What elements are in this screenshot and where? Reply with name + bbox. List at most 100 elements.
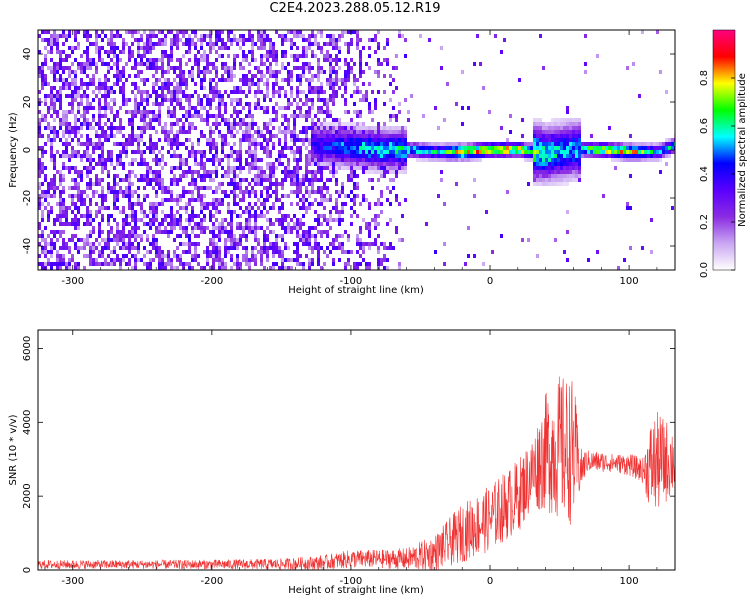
spectrogram-cell (302, 182, 305, 186)
spectrogram-cell (155, 98, 158, 102)
spectrogram-cell (350, 146, 353, 150)
spectrogram-cell (131, 66, 134, 70)
spectrogram-cell (356, 46, 359, 50)
spectrogram-cell (140, 98, 143, 102)
spectrogram-cell (545, 122, 548, 126)
spectrogram-cell (65, 126, 68, 130)
spectrogram-cell (224, 218, 227, 222)
spectrogram-cell (101, 254, 104, 258)
spectrogram-cell (149, 242, 152, 246)
spectrogram-cell (137, 202, 140, 206)
spectrogram-cell (38, 134, 41, 138)
spectrogram-cell (278, 250, 281, 254)
spectrogram-cell (251, 258, 254, 262)
spectrogram-cell (569, 174, 572, 178)
spectrogram-cell (197, 62, 200, 66)
spectrogram-cell (656, 154, 659, 158)
spectrogram-cell (374, 166, 377, 170)
spectrogram-cell (170, 98, 173, 102)
spectrogram-cell (164, 122, 167, 126)
spectrogram-cell (440, 66, 443, 70)
spectrogram-cell (179, 194, 182, 198)
spectrogram-cell (626, 206, 629, 210)
spectrogram-cell (167, 198, 170, 202)
spectrogram-cell (500, 146, 503, 150)
spectrogram-cell (155, 70, 158, 74)
spectrogram-cell (569, 154, 572, 158)
spectrogram-cell (122, 90, 125, 94)
spectrogram-cell (482, 86, 485, 90)
spectrogram-cell (254, 182, 257, 186)
spectrogram-cell (353, 82, 356, 86)
spectrogram-cell (281, 170, 284, 174)
spectrogram-cell (155, 214, 158, 218)
spectrogram-cell (80, 174, 83, 178)
spectrogram-cell (356, 162, 359, 166)
spectrogram-cell (176, 194, 179, 198)
spectrogram-cell (542, 130, 545, 134)
spectrogram-cell (233, 150, 236, 154)
spectrogram-cell (617, 154, 620, 158)
spectrogram-cell (47, 210, 50, 214)
spectrogram-cell (293, 98, 296, 102)
spectrogram-cell (173, 98, 176, 102)
spectrogram-cell (578, 134, 581, 138)
spectrogram-cell (200, 46, 203, 50)
spectrogram-cell (272, 86, 275, 90)
spectrogram-cell (188, 238, 191, 242)
spectrogram-cell (557, 154, 560, 158)
spectrogram-cell (446, 142, 449, 146)
spectrogram-cell (563, 126, 566, 130)
spectrogram-cell (62, 110, 65, 114)
spectrogram-cell (119, 266, 122, 270)
spectrogram-cell (311, 134, 314, 138)
spectrogram-cell (179, 258, 182, 262)
spectrogram-cell (80, 94, 83, 98)
spectrogram-cell (248, 90, 251, 94)
spectrogram-cell (68, 70, 71, 74)
spectrogram-cell (362, 246, 365, 250)
spectrogram-cell (308, 226, 311, 230)
spectrogram-cell (245, 262, 248, 266)
spectrogram-cell (542, 138, 545, 142)
spectrogram-cell (200, 222, 203, 226)
spectrogram-cell (209, 142, 212, 146)
spectrogram-cell (215, 186, 218, 190)
spectrogram-cell (566, 150, 569, 154)
spectrogram-cell (53, 42, 56, 46)
spectrogram-cell (50, 178, 53, 182)
spectrogram-cell (170, 138, 173, 142)
spectrogram-cell (53, 174, 56, 178)
x-tick-label: 0 (487, 576, 493, 587)
spectrogram-cell (308, 42, 311, 46)
spectrogram-cell (389, 190, 392, 194)
spectrogram-cell (242, 58, 245, 62)
spectrogram-cell (143, 50, 146, 54)
spectrogram-cell (290, 146, 293, 150)
spectrogram-cell (326, 162, 329, 166)
spectrogram-cell (113, 54, 116, 58)
spectrogram-cell (347, 126, 350, 130)
spectrogram-cell (296, 34, 299, 38)
spectrogram-cell (158, 86, 161, 90)
spectrogram-cell (296, 146, 299, 150)
spectrogram-cell (140, 46, 143, 50)
spectrogram-cell (350, 142, 353, 146)
spectrogram-cell (59, 62, 62, 66)
spectrogram-cell (200, 266, 203, 270)
spectrogram-cell (395, 126, 398, 130)
spectrogram-cell (176, 210, 179, 214)
spectrogram-cell (380, 150, 383, 154)
spectrogram-cell (437, 154, 440, 158)
spectrogram-cell (197, 262, 200, 266)
spectrogram-cell (314, 178, 317, 182)
spectrogram-cell (146, 98, 149, 102)
spectrogram-cell (104, 86, 107, 90)
spectrogram-cell (179, 242, 182, 246)
spectrogram-cell (65, 118, 68, 122)
spectrogram-cell (215, 218, 218, 222)
spectrogram-cell (212, 266, 215, 270)
spectrogram-cell (329, 242, 332, 246)
spectrogram-cell (308, 206, 311, 210)
spectrogram-cell (89, 202, 92, 206)
